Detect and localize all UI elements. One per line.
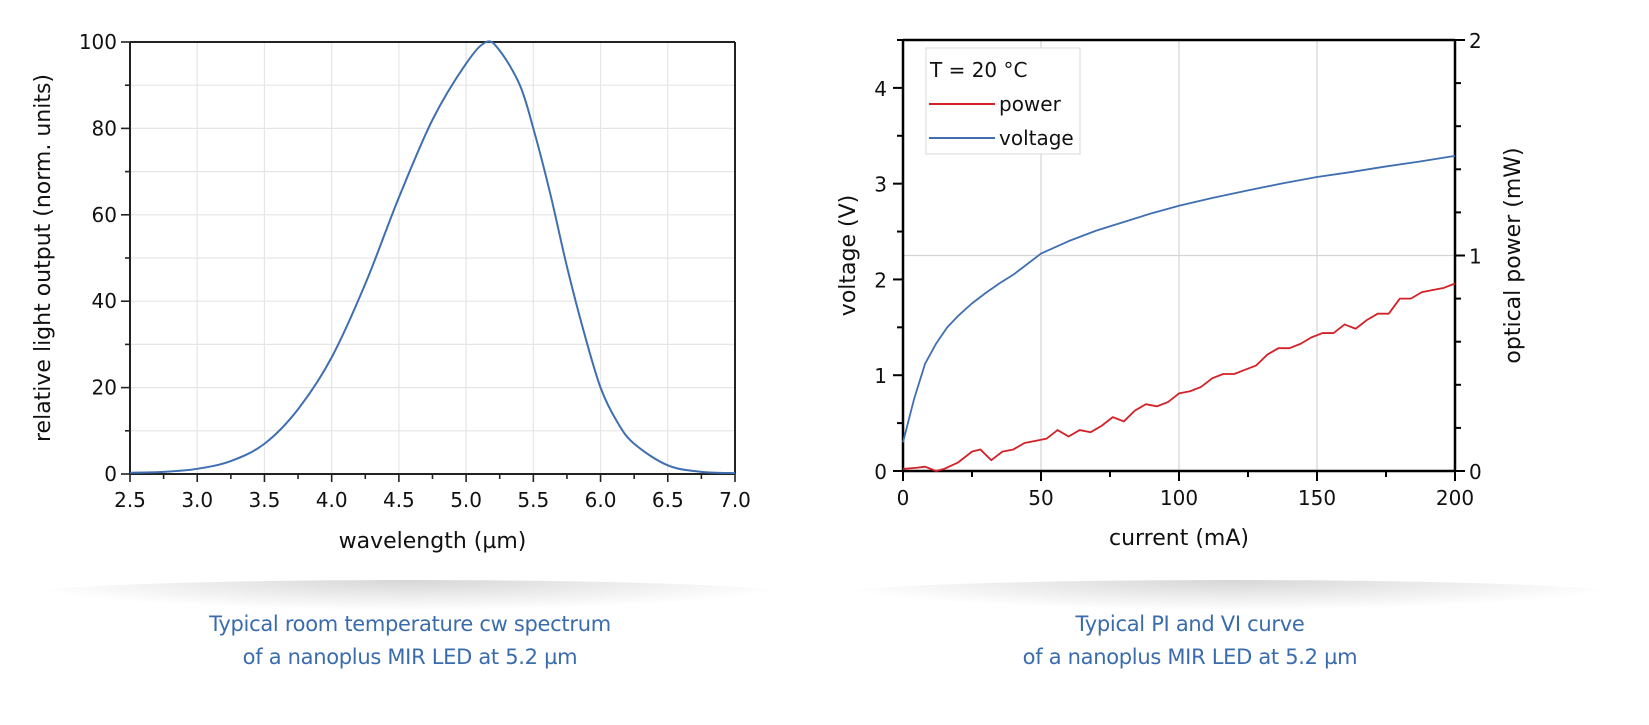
voltage-line [902,155,1456,443]
left-caption: Typical room temperature cw spectrum of … [60,608,760,674]
y2-tick-label: 1 [1469,245,1482,269]
spectrum-line [129,40,736,475]
right-caption-line-2: of a nanoplus MIR LED at 5.2 µm [1022,645,1358,669]
y-axis-title: voltage (V) [836,195,861,316]
x-tick-label: 6.0 [585,488,617,512]
x-tick-label: 4.5 [383,488,415,512]
y-tick-label: 60 [92,203,117,227]
y-tick-label: 3 [874,173,887,197]
legend-box [925,47,1081,155]
y-tick-label: 40 [92,289,117,313]
pi-vi-chart: 0 1 2 3 4 0 1 2 0 50 100 150 200 current (mA) voltage … [836,29,1526,551]
y-tick-label: 0 [104,462,117,486]
y-tick-label: 2 [874,268,887,292]
x-axis-title: wavelength (µm) [339,529,527,554]
x-tick-label: 2.5 [114,488,146,512]
x-tick-label: 7.0 [719,488,751,512]
right-figure-shadow [830,580,1630,610]
left-figure-shadow [20,580,800,610]
y-axis-title: relative light output (norm. units) [31,74,56,442]
x-tick-label: 3.0 [181,488,213,512]
legend-label-voltage: voltage [999,126,1074,150]
y2-tick-label: 0 [1469,460,1482,484]
x-tick-label: 5.5 [517,488,549,512]
spectrum-chart: 0 20 40 60 80 100 2.5 3.0 3.5 4.0 4.5 5.0 5.5 6.0 6.5 7… [31,30,751,554]
y-tick-label: 1 [874,364,887,388]
right-caption: Typical PI and VI curve of a nanoplus MI… [840,608,1540,674]
x-tick-label: 4.0 [316,488,348,512]
x-tick-label: 150 [1298,486,1336,510]
power-line [902,282,1456,472]
x-axis-title: current (mA) [1109,526,1249,551]
y-tick-label: 0 [874,460,887,484]
y2-tick-label: 2 [1469,29,1482,53]
x-tick-label: 50 [1028,486,1053,510]
right-caption-line-1: Typical PI and VI curve [1075,612,1305,636]
y-tick-label: 4 [874,77,887,101]
x-tick-label: 100 [1160,486,1198,510]
x-tick-label: 3.5 [249,488,281,512]
y-tick-label: 20 [92,376,117,400]
left-caption-line-2: of a nanoplus MIR LED at 5.2 µm [242,645,578,669]
legend-label-power: power [999,92,1062,116]
left-caption-line-1: Typical room temperature cw spectrum [209,612,611,636]
y-tick-label: 80 [92,116,117,140]
y2-axis-title: optical power (mW) [1501,147,1526,363]
x-tick-label: 0 [897,486,910,510]
x-tick-label: 200 [1436,486,1474,510]
x-tick-label: 5.0 [450,488,482,512]
x-tick-label: 6.5 [652,488,684,512]
y-tick-label: 100 [79,30,117,54]
legend-title: T = 20 °C [929,58,1027,82]
